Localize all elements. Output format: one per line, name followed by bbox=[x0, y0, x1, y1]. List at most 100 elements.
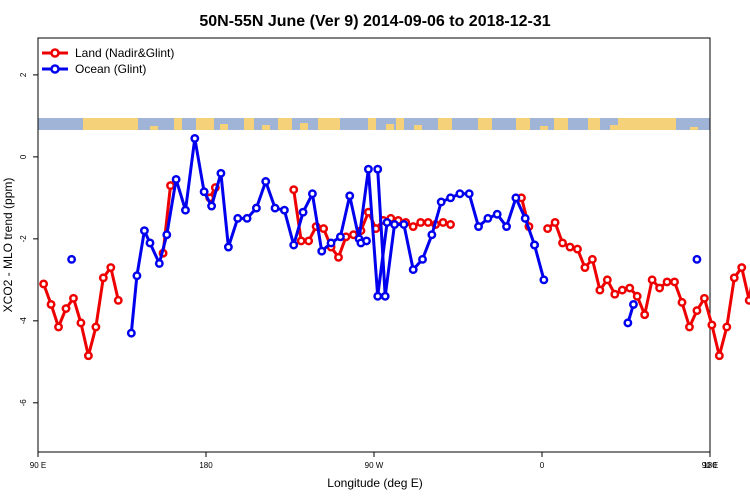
data-point bbox=[126, 328, 136, 338]
data-point bbox=[714, 351, 724, 361]
data-point bbox=[737, 263, 747, 272]
data-point bbox=[565, 242, 575, 252]
data-point bbox=[296, 236, 306, 246]
y-axis: -6 -4 -2 0 2 bbox=[19, 72, 38, 406]
x-tick-label: 0 bbox=[540, 461, 545, 470]
ocean-band-segment bbox=[214, 118, 244, 130]
x-tick-label: 180 bbox=[703, 461, 717, 470]
data-point bbox=[446, 220, 455, 229]
ocean-band-segment bbox=[254, 118, 278, 130]
data-point bbox=[207, 201, 217, 211]
land-band-fragment bbox=[220, 124, 228, 130]
land-ocean-band bbox=[38, 118, 710, 130]
data-point bbox=[390, 220, 399, 229]
data-point bbox=[423, 218, 433, 227]
data-point bbox=[677, 297, 687, 307]
legend-marker bbox=[50, 64, 60, 74]
legend-marker bbox=[50, 48, 60, 58]
data-point bbox=[317, 246, 327, 256]
series-line bbox=[376, 169, 536, 298]
data-point bbox=[223, 242, 233, 252]
data-point bbox=[602, 275, 612, 285]
data-point bbox=[345, 191, 355, 201]
series-line bbox=[42, 266, 120, 358]
data-point bbox=[438, 218, 448, 227]
x-tick-label: 90 E bbox=[702, 461, 718, 470]
data-point bbox=[216, 168, 226, 178]
data-point bbox=[483, 213, 493, 223]
data-point bbox=[373, 291, 383, 301]
data-point bbox=[543, 224, 553, 234]
data-point bbox=[629, 299, 638, 309]
data-point bbox=[362, 236, 371, 246]
data-point bbox=[670, 277, 679, 287]
data-point bbox=[580, 263, 590, 272]
data-point bbox=[382, 218, 392, 227]
data-point bbox=[729, 273, 739, 283]
chart-title: 50N-55N June (Ver 9) 2014-09-06 to 2018-… bbox=[199, 13, 550, 30]
data-point bbox=[474, 222, 483, 232]
y-tick-label: -2 bbox=[19, 235, 28, 243]
data-point bbox=[61, 304, 71, 313]
data-point bbox=[171, 174, 181, 184]
data-point bbox=[98, 273, 108, 283]
data-point bbox=[233, 213, 243, 223]
series-line bbox=[129, 136, 389, 334]
land-band-fragment bbox=[386, 124, 394, 130]
data-point bbox=[632, 291, 642, 301]
data-point bbox=[363, 164, 373, 174]
data-point bbox=[436, 197, 446, 207]
data-point bbox=[46, 299, 56, 309]
data-point bbox=[289, 240, 299, 250]
data-point bbox=[181, 205, 190, 215]
data-point bbox=[464, 189, 474, 199]
ocean-band-segment bbox=[568, 118, 588, 130]
data-point bbox=[139, 226, 149, 236]
data-point bbox=[326, 238, 336, 248]
data-point bbox=[83, 351, 93, 361]
data-point bbox=[304, 236, 314, 246]
data-point bbox=[242, 213, 252, 223]
data-point bbox=[610, 289, 620, 299]
ocean-band-segment bbox=[340, 118, 368, 130]
data-point bbox=[685, 322, 694, 332]
ocean-band-segment bbox=[138, 118, 174, 130]
data-point bbox=[408, 222, 418, 232]
ocean-band-segment bbox=[676, 118, 710, 130]
ocean-band-segment bbox=[182, 118, 196, 130]
data-point bbox=[54, 322, 63, 332]
data-point bbox=[492, 209, 502, 219]
x-tick-label: 90 E bbox=[30, 461, 46, 470]
data-point bbox=[418, 254, 427, 264]
land-band-fragment bbox=[540, 126, 548, 130]
data-point bbox=[166, 181, 175, 191]
series-land bbox=[39, 181, 750, 361]
data-point bbox=[279, 205, 289, 215]
data-point bbox=[416, 218, 426, 227]
series-line bbox=[546, 221, 750, 358]
series-line bbox=[533, 244, 546, 281]
x-tick-label: 90 W bbox=[365, 461, 384, 470]
data-point bbox=[640, 310, 650, 320]
y-tick-label: -4 bbox=[19, 317, 28, 325]
data-point bbox=[647, 275, 657, 285]
data-point bbox=[69, 293, 78, 303]
ocean-band-segment bbox=[404, 118, 438, 130]
data-point bbox=[623, 318, 633, 328]
data-point bbox=[699, 293, 709, 303]
data-point bbox=[530, 240, 539, 250]
data-point bbox=[190, 133, 200, 143]
land-band-fragment bbox=[610, 125, 618, 130]
y-tick-label: -6 bbox=[19, 399, 28, 407]
data-point bbox=[587, 254, 597, 264]
data-point bbox=[39, 279, 49, 289]
data-point bbox=[91, 322, 101, 332]
data-point bbox=[692, 254, 702, 264]
data-point bbox=[502, 222, 511, 232]
land-band-fragment bbox=[262, 125, 270, 130]
data-point bbox=[307, 189, 317, 199]
data-point bbox=[707, 320, 717, 330]
data-point bbox=[154, 258, 164, 268]
legend-label: Ocean (Glint) bbox=[75, 62, 146, 76]
